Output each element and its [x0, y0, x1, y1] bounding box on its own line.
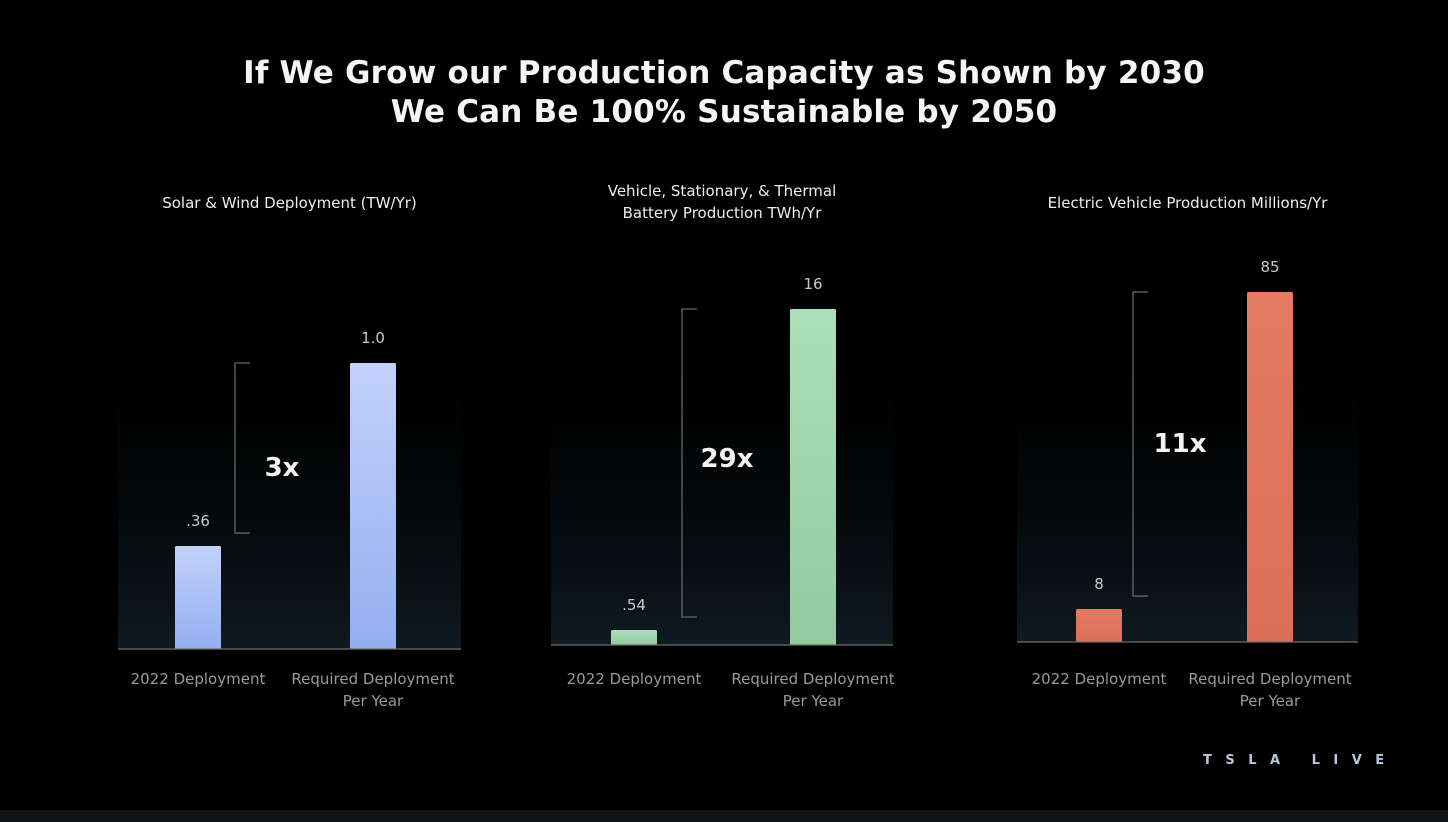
- growth-bracket: [681, 308, 697, 618]
- category-label: Per Year: [1240, 692, 1301, 710]
- category-label: Required Deployment: [731, 670, 894, 688]
- chart-1: Solar & Wind Deployment (TW/Yr) .36 1.0 202…: [118, 194, 461, 710]
- bar-value-label: .54: [622, 596, 646, 614]
- multiplier-label: 11x: [1154, 429, 1207, 459]
- chart-panel-background: [1017, 330, 1358, 642]
- slide-title-line-1: If We Grow our Production Capacity as Sh…: [243, 55, 1205, 91]
- chart-title-line-1: Solar & Wind Deployment (TW/Yr): [162, 194, 417, 212]
- multiplier-label: 29x: [701, 444, 754, 474]
- category-label: 2022 Deployment: [567, 670, 702, 688]
- chart-title-line-1: Electric Vehicle Production Millions/Yr: [1048, 194, 1329, 212]
- bar-required-deployment: [790, 309, 836, 645]
- bar-required-deployment: [1247, 292, 1293, 642]
- bar-value-label: .36: [186, 512, 210, 530]
- bar-value-label: 85: [1260, 258, 1279, 276]
- multiplier-label: 3x: [265, 453, 300, 483]
- chart-3: Electric Vehicle Production Millions/Yr 8…: [1017, 194, 1358, 710]
- bar-2022-deployment: [611, 630, 657, 645]
- category-label: Per Year: [343, 692, 404, 710]
- bar-value-label: 16: [803, 275, 822, 293]
- growth-bracket: [1132, 291, 1148, 597]
- bar-value-label: 1.0: [361, 329, 385, 347]
- bar-required-deployment: [350, 363, 396, 649]
- tesla-live-logo: TSLA LIVE: [1203, 753, 1398, 768]
- bar-value-label: 8: [1094, 575, 1104, 593]
- slide-title-line-2: We Can Be 100% Sustainable by 2050: [390, 94, 1058, 130]
- chart-panel-background: [118, 330, 461, 649]
- category-label: Required Deployment: [1188, 670, 1351, 688]
- slide-title: If We Grow our Production Capacity as Sh…: [0, 54, 1448, 132]
- chart-title-line-2: Battery Production TWh/Yr: [623, 204, 823, 222]
- category-label: 2022 Deployment: [1032, 670, 1167, 688]
- chart-2: Vehicle, Stationary, & Thermal Battery Pr…: [551, 182, 895, 710]
- category-label: Required Deployment: [291, 670, 454, 688]
- chart-panel-background: [551, 330, 893, 645]
- bottom-strip: [0, 810, 1448, 822]
- category-label: 2022 Deployment: [131, 670, 266, 688]
- growth-bracket: [234, 362, 250, 534]
- chart-title-line-1: Vehicle, Stationary, & Thermal: [608, 182, 837, 200]
- category-label: Per Year: [783, 692, 844, 710]
- bar-2022-deployment: [175, 546, 221, 649]
- bar-2022-deployment: [1076, 609, 1122, 642]
